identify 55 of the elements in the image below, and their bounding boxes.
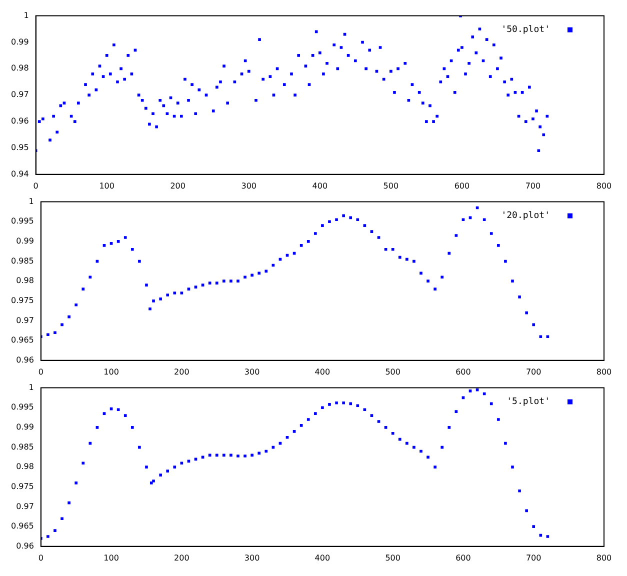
y-tick-label: 0.98 (16, 462, 34, 472)
x-tick-label: 700 (526, 367, 542, 376)
x-tick-label: 300 (244, 367, 260, 376)
y-tick-label: 0.98 (16, 276, 34, 286)
x-tick-label: 200 (174, 553, 190, 562)
legend-label: '50.plot' (501, 25, 550, 36)
y-tick-label: 0.97 (16, 316, 34, 325)
x-tick-label: 500 (385, 553, 400, 562)
y-tick-label: 0.94 (11, 169, 29, 178)
legend-label: '5.plot' (506, 397, 550, 408)
y-tick-label: 0.965 (10, 336, 34, 345)
y-tick-label: 0.98 (11, 64, 29, 73)
x-tick-label: 100 (104, 553, 119, 562)
x-tick-label: 600 (454, 181, 470, 190)
x-tick-label: 100 (104, 367, 119, 376)
x-tick-label: 400 (314, 553, 330, 562)
x-tick-label: 200 (170, 181, 186, 190)
x-tick-label: 300 (241, 181, 257, 190)
x-tick-label: 0 (33, 181, 38, 190)
y-tick-label: 0.97 (11, 90, 29, 100)
y-tick-label: 0.99 (11, 37, 29, 46)
x-tick-label: 300 (244, 553, 260, 562)
y-tick-label: 0.975 (10, 482, 34, 492)
x-tick-label: 500 (385, 367, 400, 376)
x-tick-label: 500 (383, 181, 399, 190)
x-tick-label: 800 (596, 367, 612, 376)
y-tick-label: 1 (28, 196, 34, 206)
y-tick-label: 0.95 (11, 143, 29, 152)
x-tick-label: 200 (174, 367, 190, 376)
y-tick-label: 0.985 (10, 442, 34, 452)
y-tick-label: 1 (28, 382, 34, 392)
y-tick-label: 0.995 (10, 216, 34, 226)
y-tick-label: 0.96 (16, 541, 34, 550)
y-tick-label: 0.96 (11, 116, 29, 126)
y-tick-label: 0.96 (16, 355, 34, 364)
x-tick-label: 400 (314, 367, 330, 376)
y-tick-label: 0.99 (16, 422, 34, 432)
x-tick-label: 100 (99, 181, 114, 190)
x-tick-label: 400 (312, 181, 328, 190)
x-tick-label: 600 (456, 553, 471, 562)
x-tick-label: 700 (525, 181, 541, 190)
legend-label: '20.plot' (501, 211, 550, 222)
x-tick-label: 600 (456, 367, 471, 376)
x-tick-label: 800 (596, 181, 612, 190)
x-tick-label: 0 (38, 367, 44, 376)
y-tick-label: 1 (24, 10, 29, 20)
x-tick-label: 0 (38, 553, 44, 562)
y-tick-label: 0.99 (16, 236, 34, 246)
x-tick-label: 800 (596, 553, 612, 562)
x-tick-label: 700 (526, 553, 542, 562)
y-tick-label: 0.965 (10, 522, 34, 531)
y-tick-label: 0.985 (10, 256, 34, 266)
y-tick-label: 0.975 (10, 296, 34, 306)
y-tick-label: 0.97 (16, 502, 34, 511)
y-tick-label: 0.995 (10, 402, 34, 412)
